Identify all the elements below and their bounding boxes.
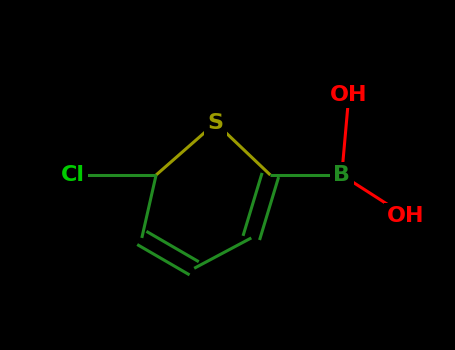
Text: S: S (207, 113, 223, 133)
Text: Cl: Cl (61, 165, 85, 185)
Text: OH: OH (387, 206, 425, 226)
Text: OH: OH (330, 85, 368, 105)
Text: B: B (333, 165, 350, 185)
